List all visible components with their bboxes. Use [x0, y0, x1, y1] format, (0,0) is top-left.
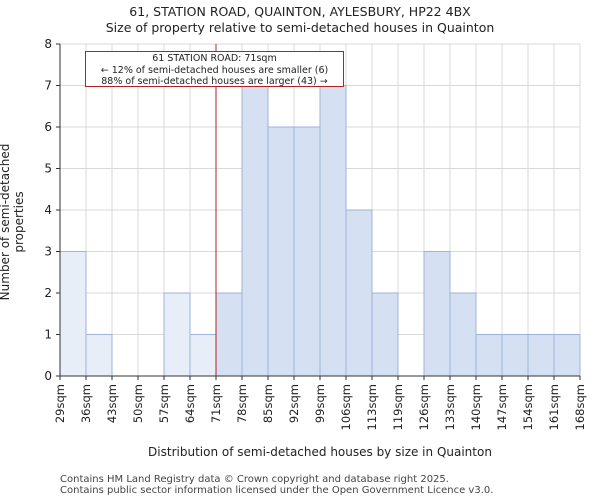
bar-92sqm [293, 126, 321, 377]
annotation-line-3: 88% of semi-detached houses are larger (… [101, 76, 328, 87]
x-tick-label-43sqm: 43sqm [105, 384, 119, 423]
annotation-box: 61 STATION ROAD: 71sqm ← 12% of semi-det… [85, 51, 344, 87]
x-tick-label-50sqm: 50sqm [131, 384, 145, 423]
bar-161sqm [553, 334, 581, 377]
x-tick-label-113sqm: 113sqm [365, 384, 379, 430]
x-tick-label-133sqm: 133sqm [443, 384, 457, 430]
bar-126sqm [423, 251, 451, 377]
bar-140sqm [475, 334, 503, 377]
x-tick-label-99sqm: 99sqm [313, 384, 327, 423]
x-tick-label-85sqm: 85sqm [261, 384, 275, 423]
x-tick-label-64sqm: 64sqm [183, 384, 197, 423]
x-tick-label-161sqm: 161sqm [547, 384, 561, 430]
bar-85sqm [267, 126, 295, 377]
x-tick-label-36sqm: 36sqm [79, 384, 93, 423]
x-tick-label-106sqm: 106sqm [339, 384, 353, 430]
bar-57sqm [163, 292, 191, 377]
x-tick-label-78sqm: 78sqm [235, 384, 249, 423]
y-tick-label-5: 5 [44, 162, 52, 176]
bar-133sqm [449, 292, 477, 377]
x-tick-label-119sqm: 119sqm [391, 384, 405, 430]
bar-29sqm [59, 251, 87, 377]
bar-64sqm [189, 334, 217, 377]
y-tick-label-1: 1 [44, 328, 52, 342]
footer-line-2: Contains public sector information licen… [60, 485, 494, 496]
x-tick-label-57sqm: 57sqm [157, 384, 171, 423]
x-tick-label-92sqm: 92sqm [287, 384, 301, 423]
bar-106sqm [345, 209, 373, 377]
y-tick-label-8: 8 [44, 37, 52, 51]
y-axis-label: Number of semi-detached properties [0, 143, 26, 301]
y-tick-label-4: 4 [44, 203, 52, 217]
annotation-line-2: ← 12% of semi-detached houses are smalle… [100, 64, 329, 76]
y-tick-label-6: 6 [44, 120, 52, 134]
x-axis-label: Distribution of semi-detached houses by … [148, 445, 492, 459]
bar-78sqm [241, 85, 269, 377]
x-tick-label-140sqm: 140sqm [469, 384, 483, 430]
x-tick-label-29sqm: 29sqm [53, 384, 67, 423]
x-tick-label-147sqm: 147sqm [495, 384, 509, 430]
footer-line-1: Contains HM Land Registry data © Crown c… [60, 474, 449, 485]
annotation-line-1: 61 STATION ROAD: 71sqm [152, 53, 277, 64]
bar-113sqm [371, 292, 399, 377]
x-tick-label-154sqm: 154sqm [521, 384, 535, 430]
chart-title: 61, STATION ROAD, QUAINTON, AYLESBURY, H… [129, 4, 471, 19]
chart-subtitle: Size of property relative to semi-detach… [105, 20, 495, 35]
bar-154sqm [527, 334, 555, 377]
x-tick-label-168sqm: 168sqm [573, 384, 587, 430]
bar-147sqm [501, 334, 529, 377]
bar-99sqm [319, 85, 347, 377]
bar-36sqm [85, 334, 113, 377]
x-tick-label-126sqm: 126sqm [417, 384, 431, 430]
y-tick-label-3: 3 [44, 245, 52, 259]
y-tick-label-0: 0 [44, 369, 52, 383]
bar-71sqm [215, 292, 243, 377]
y-tick-label-2: 2 [44, 286, 52, 300]
x-tick-label-71sqm: 71sqm [209, 384, 223, 423]
y-tick-label-7: 7 [44, 79, 52, 93]
